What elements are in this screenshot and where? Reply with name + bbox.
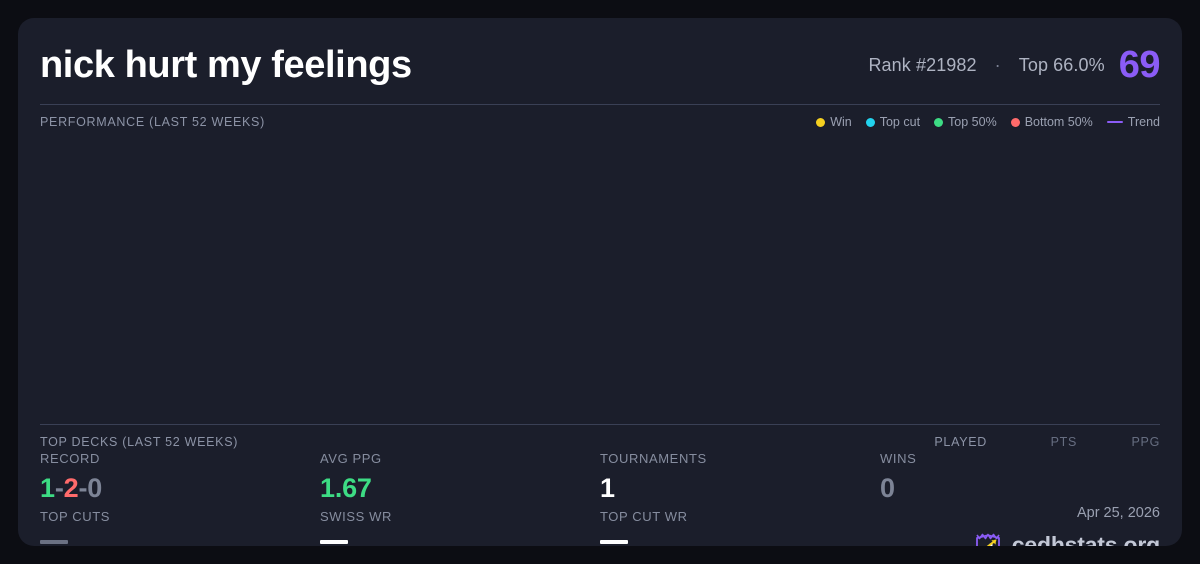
- stat-label: TOP CUTS: [40, 509, 111, 524]
- shield-chart-logo-icon: [973, 530, 1003, 546]
- record-wins: 1: [40, 473, 55, 503]
- legend-label: Top cut: [879, 115, 921, 129]
- legend-dot-icon: [1010, 117, 1020, 127]
- legend-dot-icon: [816, 117, 826, 127]
- top-decks-section-header: TOP DECKS (LAST 52 WEEKS) PLAYED PTS PPG: [40, 424, 1160, 453]
- stat-value: 1-2-0: [40, 475, 320, 502]
- rank-label: Rank #21982: [868, 54, 977, 75]
- legend-label: Trend: [1127, 115, 1160, 129]
- top-decks-section-title: TOP DECKS (LAST 52 WEEKS): [40, 435, 239, 449]
- legend-dot-icon: [865, 117, 875, 127]
- legend-item-top-50[interactable]: Top 50%: [934, 115, 997, 129]
- record-sep-1: -: [54, 473, 64, 503]
- card-header: nick hurt my feelings Rank #21982 · Top …: [40, 32, 1161, 98]
- performance-section-title: PERFORMANCE (LAST 52 WEEKS): [40, 115, 265, 129]
- legend-line-icon: [1106, 121, 1123, 123]
- brand-lockup[interactable]: cedhstats.org: [840, 530, 1160, 547]
- brand-name: cedhstats.org: [1011, 532, 1160, 547]
- stats-row-secondary: TOP CUTS SWISS WR TOP CUT WR: [40, 510, 1160, 546]
- column-header-ppg: PPG: [1131, 435, 1160, 449]
- stats-row-primary: RECORD 1-2-0 AVG PPG 1.67 TOURNAMENTS 1 …: [40, 452, 1160, 522]
- stat-label: RECORD: [40, 451, 100, 466]
- record-losses: 2: [63, 473, 79, 503]
- score-badge: 69: [1118, 44, 1161, 86]
- stat-value-empty-dash: [600, 540, 628, 544]
- player-card: nick hurt my feelings Rank #21982 · Top …: [18, 18, 1182, 546]
- legend-item-win[interactable]: Win: [816, 115, 852, 129]
- page-title: nick hurt my feelings: [40, 44, 412, 86]
- stat-swiss-wr: SWISS WR: [320, 510, 600, 546]
- top-percent-label: Top 66.0%: [1018, 54, 1105, 75]
- stat-label: SWISS WR: [320, 509, 392, 524]
- stat-avg-ppg: AVG PPG 1.67: [320, 452, 600, 522]
- legend-dot-icon: [934, 117, 944, 127]
- chart-legend: Win Top cut Top 50% Bottom 50% Trend: [816, 109, 1160, 129]
- stat-record: RECORD 1-2-0: [40, 452, 320, 522]
- performance-section-header: PERFORMANCE (LAST 52 WEEKS) Win Top cut …: [40, 104, 1160, 133]
- stat-value-empty-dash: [320, 540, 348, 544]
- rank-summary: Rank #21982 · Top 66.0% 69: [868, 46, 1160, 84]
- stat-value: 1: [600, 473, 615, 503]
- stat-tournaments: TOURNAMENTS 1: [600, 452, 880, 522]
- stat-label: TOP CUT WR: [600, 509, 688, 524]
- stat-top-cut-wr: TOP CUT WR: [600, 510, 880, 546]
- stat-value-empty-dash: [40, 540, 68, 544]
- top-decks-column-headers: PLAYED PTS PPG: [897, 429, 1160, 449]
- stat-top-cuts: TOP CUTS: [40, 510, 320, 546]
- stat-label: AVG PPG: [320, 451, 382, 466]
- record-sep-2: -: [78, 473, 88, 503]
- column-header-played: PLAYED: [934, 435, 987, 449]
- legend-item-trend[interactable]: Trend: [1106, 115, 1160, 129]
- legend-label: Top 50%: [948, 115, 997, 129]
- performance-chart-plot[interactable]: [40, 132, 1160, 418]
- stat-value: 0: [880, 473, 895, 503]
- stat-label: TOURNAMENTS: [600, 451, 707, 466]
- card-footer: Apr 25, 2026 cedhstats.org: [840, 506, 1160, 546]
- legend-label: Win: [830, 115, 852, 129]
- rank-separator: ·: [994, 54, 1001, 75]
- stat-label: WINS: [880, 451, 917, 466]
- record-draws: 0: [87, 473, 103, 503]
- legend-item-top-cut[interactable]: Top cut: [865, 115, 921, 129]
- legend-label: Bottom 50%: [1024, 115, 1093, 129]
- legend-item-bottom-50[interactable]: Bottom 50%: [1010, 115, 1093, 129]
- stat-wins: WINS 0: [880, 452, 1160, 522]
- column-header-pts: PTS: [1050, 435, 1077, 449]
- generated-date: Apr 25, 2026: [1076, 505, 1160, 521]
- stat-value: 1.67: [320, 473, 372, 503]
